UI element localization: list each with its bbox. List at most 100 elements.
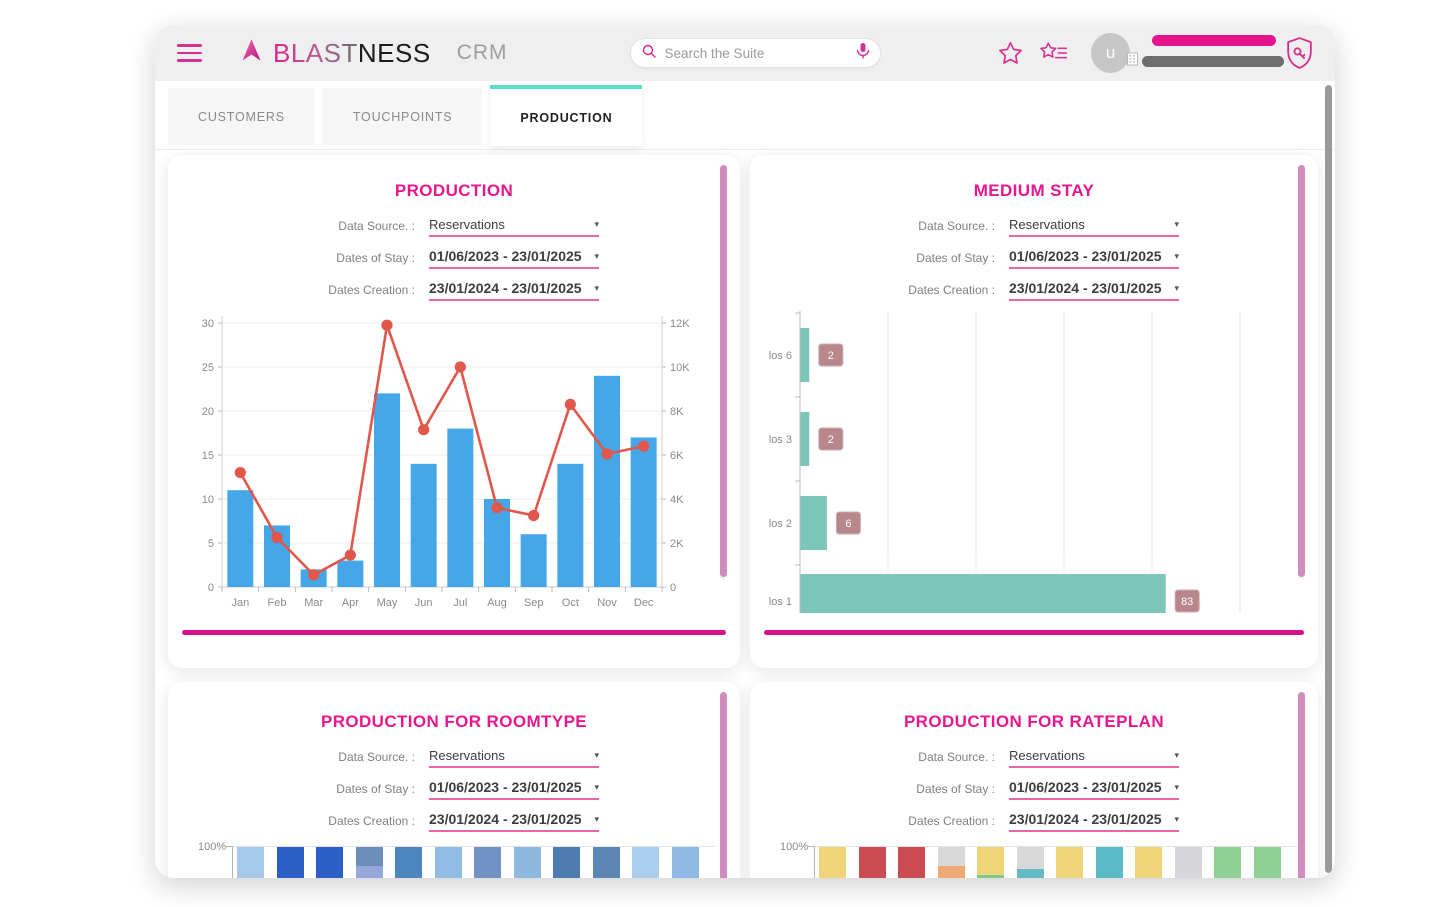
panel-production-rateplan: PRODUCTION FOR RATEPLAN Data Source. : R… — [750, 682, 1318, 878]
stacked-bar[interactable] — [1253, 846, 1281, 878]
dates-creation-select[interactable]: 23/01/2024 - 23/01/2025 ▾ — [1009, 811, 1179, 832]
stacked-bar[interactable] — [858, 846, 886, 878]
stacked-bar[interactable] — [553, 846, 581, 878]
stacked-bar[interactable] — [1135, 846, 1163, 878]
stacked-bar[interactable] — [513, 846, 541, 878]
svg-text:Feb: Feb — [268, 597, 287, 609]
production-combo-chart[interactable]: 0 5 10 15 20 25 30 0 2K 4K 6K 8K 10K 12K Jan Feb Mar Apr M… — [180, 311, 740, 628]
stacked-bar[interactable] — [395, 846, 423, 878]
building-icon — [1126, 52, 1139, 71]
dates-creation-select[interactable]: 23/01/2024 - 23/01/2025 ▾ — [429, 811, 599, 832]
medium-stay-bar-chart[interactable]: los 6 2 los 3 2 los 2 6 los 1 83 — [758, 311, 1318, 628]
svg-text:0: 0 — [208, 582, 214, 594]
shield-key-admin-icon[interactable] — [1284, 36, 1315, 71]
panel-title: PRODUCTION FOR RATEPLAN — [903, 712, 1165, 731]
dates-creation-select[interactable]: 23/01/2024 - 23/01/2025 ▾ — [1009, 280, 1179, 301]
tab-label: PRODUCTION — [520, 110, 613, 125]
dates-of-stay-select[interactable]: 01/06/2023 - 23/01/2025 ▾ — [429, 248, 599, 269]
chevron-down-icon: ▾ — [594, 219, 599, 229]
svg-text:Sep: Sep — [524, 597, 544, 609]
tab-label: TOUCHPOINTS — [352, 109, 453, 124]
chevron-down-icon: ▾ — [594, 250, 599, 261]
svg-text:Apr: Apr — [342, 597, 359, 609]
search-icon — [641, 43, 657, 64]
dates-of-stay-select[interactable]: 01/06/2023 - 23/01/2025 ▾ — [1009, 248, 1179, 269]
panel-production-roomtype: PRODUCTION FOR ROOMTYPE Data Source. : R… — [168, 682, 740, 878]
stacked-bar[interactable] — [1214, 846, 1242, 878]
blastness-logo-icon — [238, 37, 265, 69]
svg-text:Jan: Jan — [231, 597, 249, 609]
vertical-scrollbar-thumb[interactable] — [720, 165, 727, 577]
stacked-bar[interactable] — [237, 846, 265, 878]
stacked-bar[interactable] — [316, 846, 344, 878]
svg-text:los 3: los 3 — [769, 434, 792, 446]
stacked-bar[interactable] — [276, 846, 304, 878]
svg-text:los 6: los 6 — [769, 350, 792, 362]
microphone-icon[interactable] — [856, 42, 870, 65]
y-axis-label: 100% — [780, 841, 809, 853]
svg-text:2: 2 — [828, 350, 834, 362]
favorites-list-icon[interactable] — [1038, 40, 1069, 67]
tab-production[interactable]: PRODUCTION — [490, 85, 643, 146]
vertical-scrollbar-thumb[interactable] — [720, 692, 727, 878]
data-source-label: Data Source. : — [918, 750, 995, 764]
stacked-bar[interactable] — [1056, 846, 1084, 878]
hamburger-menu-button[interactable] — [177, 44, 202, 62]
svg-text:Mar: Mar — [304, 597, 323, 609]
stacked-bar[interactable] — [937, 846, 965, 878]
data-source-select[interactable]: Reservations ▾ — [429, 217, 599, 237]
horizontal-scrollbar[interactable] — [182, 630, 726, 635]
roomtype-stacked-bar-chart[interactable]: 100% — [198, 841, 740, 878]
svg-text:4K: 4K — [670, 494, 684, 506]
y-axis-label: 100% — [198, 841, 227, 853]
stacked-bar[interactable] — [898, 846, 926, 878]
stacked-bar[interactable] — [1095, 846, 1123, 878]
svg-text:Jun: Jun — [415, 597, 433, 609]
stacked-bar[interactable] — [977, 846, 1005, 878]
stacked-bar[interactable] — [671, 846, 699, 878]
svg-text:15: 15 — [202, 450, 214, 462]
stacked-bar[interactable] — [592, 846, 620, 878]
user-avatar[interactable]: u — [1091, 33, 1130, 73]
stacked-bar[interactable] — [819, 846, 847, 878]
dates-of-stay-label: Dates of Stay : — [916, 782, 995, 796]
rateplan-stacked-bar-chart[interactable]: 100% — [780, 841, 1318, 878]
stacked-bar[interactable] — [1174, 846, 1202, 878]
stacked-bar[interactable] — [434, 846, 462, 878]
suite-search-input[interactable]: Search the Suite — [629, 38, 882, 68]
data-source-select[interactable]: Reservations ▾ — [1009, 217, 1179, 237]
svg-text:Jul: Jul — [453, 597, 467, 609]
stacked-bar[interactable] — [355, 846, 383, 878]
window-scrollbar-thumb[interactable] — [1325, 85, 1332, 873]
vertical-scrollbar-thumb[interactable] — [1298, 165, 1305, 577]
svg-text:Oct: Oct — [562, 597, 579, 609]
vertical-scrollbar-thumb[interactable] — [1298, 692, 1305, 878]
tab-touchpoints[interactable]: TOUCHPOINTS — [322, 88, 483, 145]
filters: Data Source. : Reservations ▾ Dates of St… — [750, 748, 1318, 832]
horizontal-scrollbar[interactable] — [764, 630, 1304, 635]
dates-of-stay-select[interactable]: 01/06/2023 - 23/01/2025 ▾ — [1009, 779, 1179, 800]
dates-of-stay-select[interactable]: 01/06/2023 - 23/01/2025 ▾ — [429, 779, 599, 800]
stacked-bar[interactable] — [632, 846, 660, 878]
chevron-down-icon: ▾ — [1174, 219, 1179, 229]
tab-customers[interactable]: CUSTOMERS — [168, 88, 315, 145]
dates-creation-select[interactable]: 23/01/2024 - 23/01/2025 ▾ — [429, 280, 599, 301]
svg-text:10: 10 — [202, 494, 214, 506]
data-source-label: Data Source. : — [918, 219, 995, 233]
data-source-label: Data Source. : — [338, 219, 415, 233]
data-source-select[interactable]: Reservations ▾ — [1009, 748, 1179, 768]
redacted-username — [1152, 35, 1276, 46]
chevron-down-icon: ▾ — [1174, 813, 1179, 824]
svg-text:0: 0 — [670, 582, 676, 594]
panel-title: MEDIUM STAY — [973, 181, 1095, 200]
data-source-select[interactable]: Reservations ▾ — [429, 748, 599, 768]
svg-text:10K: 10K — [670, 362, 690, 374]
stacked-bar[interactable] — [474, 846, 502, 878]
bars-area — [233, 846, 716, 878]
stacked-bar[interactable] — [1016, 846, 1044, 878]
svg-text:83: 83 — [1181, 596, 1193, 608]
data-source-label: Data Source. : — [338, 750, 415, 764]
brand-logo[interactable]: BLASTNESS — [238, 37, 431, 69]
favorite-star-icon[interactable] — [997, 40, 1024, 67]
svg-text:los 2: los 2 — [769, 518, 792, 530]
